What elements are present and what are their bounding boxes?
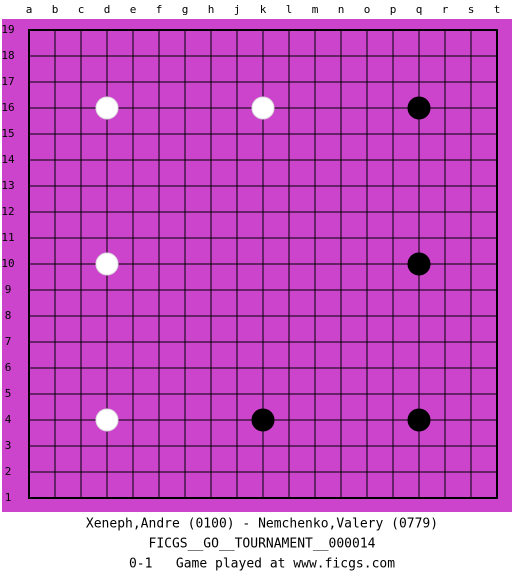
row-label: 16 <box>1 101 14 114</box>
column-label: p <box>390 3 397 16</box>
row-label: 14 <box>1 153 15 166</box>
board <box>2 19 512 512</box>
row-label: 13 <box>1 179 14 192</box>
stone <box>251 408 275 432</box>
row-label: 6 <box>5 361 12 374</box>
event: FICGS__GO__TOURNAMENT__000014 <box>149 537 376 552</box>
column-label: c <box>78 3 85 16</box>
column-label: o <box>364 3 371 16</box>
column-label: e <box>130 3 137 16</box>
stone <box>407 408 431 432</box>
stone <box>407 96 431 120</box>
row-label: 4 <box>5 413 12 426</box>
column-label: b <box>52 3 59 16</box>
players: Xeneph,Andre (0100) - Nemchenko,Valery (… <box>86 517 438 532</box>
row-label: 5 <box>5 387 12 400</box>
column-label: n <box>338 3 345 16</box>
row-label: 17 <box>1 75 14 88</box>
column-label: a <box>26 3 33 16</box>
column-label: l <box>286 3 293 16</box>
row-label: 10 <box>1 257 14 270</box>
column-label: r <box>442 3 449 16</box>
row-label: 18 <box>1 49 14 62</box>
stone <box>95 252 119 276</box>
row-label: 1 <box>5 491 12 504</box>
column-label: t <box>494 3 501 16</box>
row-label: 12 <box>1 205 14 218</box>
result: 0-1 Game played at www.ficgs.com <box>129 557 395 572</box>
row-label: 15 <box>1 127 14 140</box>
stone <box>251 96 275 120</box>
column-label: m <box>312 3 319 16</box>
row-label: 7 <box>5 335 12 348</box>
stone <box>95 408 119 432</box>
row-label: 3 <box>5 439 12 452</box>
stone <box>407 252 431 276</box>
column-label: f <box>156 3 163 16</box>
row-label: 19 <box>1 23 14 36</box>
column-label: q <box>416 3 423 16</box>
column-label: d <box>104 3 111 16</box>
row-label: 8 <box>5 309 12 322</box>
row-label: 11 <box>1 231 14 244</box>
column-label: k <box>260 3 267 16</box>
stones <box>95 96 431 432</box>
row-label: 9 <box>5 283 12 296</box>
stone <box>95 96 119 120</box>
column-label: s <box>468 3 475 16</box>
column-label: j <box>234 3 241 16</box>
column-label: h <box>208 3 215 16</box>
column-label: g <box>182 3 189 16</box>
coordinates: a b c d e f g h j k l m n o p q r s t191817161514131211109… <box>1 3 500 504</box>
row-label: 2 <box>5 465 12 478</box>
grid-border <box>28 29 498 499</box>
